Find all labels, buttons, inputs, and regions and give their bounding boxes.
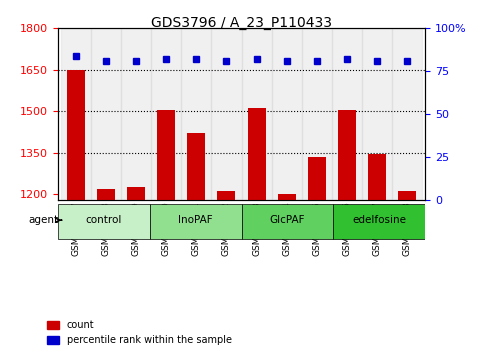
Bar: [217, 191, 236, 354]
Bar: [271, 28, 302, 200]
Bar: [398, 191, 416, 354]
Bar: [127, 187, 145, 354]
Bar: [121, 28, 151, 200]
Bar: [61, 28, 91, 200]
FancyBboxPatch shape: [333, 204, 425, 239]
Bar: [362, 28, 392, 200]
Text: control: control: [85, 215, 122, 225]
Bar: [247, 108, 266, 354]
FancyBboxPatch shape: [150, 204, 242, 239]
Bar: [181, 28, 212, 200]
Legend: count, percentile rank within the sample: count, percentile rank within the sample: [43, 316, 236, 349]
Text: edelfosine: edelfosine: [352, 215, 406, 225]
FancyBboxPatch shape: [242, 204, 333, 239]
Text: GDS3796 / A_23_P110433: GDS3796 / A_23_P110433: [151, 16, 332, 30]
Bar: [302, 28, 332, 200]
Text: agent: agent: [28, 215, 61, 225]
Bar: [242, 28, 271, 200]
Bar: [332, 28, 362, 200]
Bar: [368, 154, 386, 354]
Bar: [151, 28, 181, 200]
Bar: [91, 28, 121, 200]
Bar: [67, 70, 85, 354]
Text: InoPAF: InoPAF: [178, 215, 213, 225]
Bar: [338, 110, 356, 354]
Bar: [97, 189, 115, 354]
Bar: [278, 194, 296, 354]
FancyBboxPatch shape: [58, 204, 150, 239]
Bar: [187, 133, 205, 354]
Bar: [308, 157, 326, 354]
Bar: [157, 110, 175, 354]
Text: GlcPAF: GlcPAF: [270, 215, 305, 225]
Bar: [392, 28, 422, 200]
Bar: [212, 28, 242, 200]
